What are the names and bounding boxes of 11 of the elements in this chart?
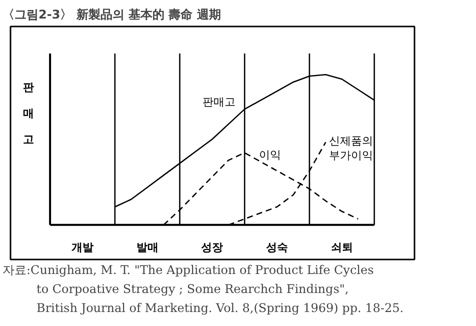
series-label: 이익 bbox=[258, 148, 281, 162]
x-tick-label: 쇠퇴 bbox=[330, 240, 353, 254]
text: 자료:Cunigham, M. T. "The Application of Product Life Cycles to Corpoative Strategy ; Some Rearchch Findings", British Journal of Marketing. Vol. 8,(Spring 1969) pp. 18-25. bbox=[2, 263, 404, 315]
x-tick-label: 성장 bbox=[201, 240, 224, 254]
series-label: 신제품의 부가이익 bbox=[328, 134, 373, 162]
series-label: 판매고 bbox=[202, 96, 236, 109]
chart-title: 〈그림2-3〉 新製品의 基本的 壽命 週期 bbox=[2, 8, 221, 22]
x-tick-label: 성숙 bbox=[266, 240, 288, 254]
x-tick-label: 발매 bbox=[136, 240, 158, 254]
y-axis-title: 판매고 bbox=[23, 81, 34, 146]
x-tick-label: 개발 bbox=[71, 240, 94, 254]
